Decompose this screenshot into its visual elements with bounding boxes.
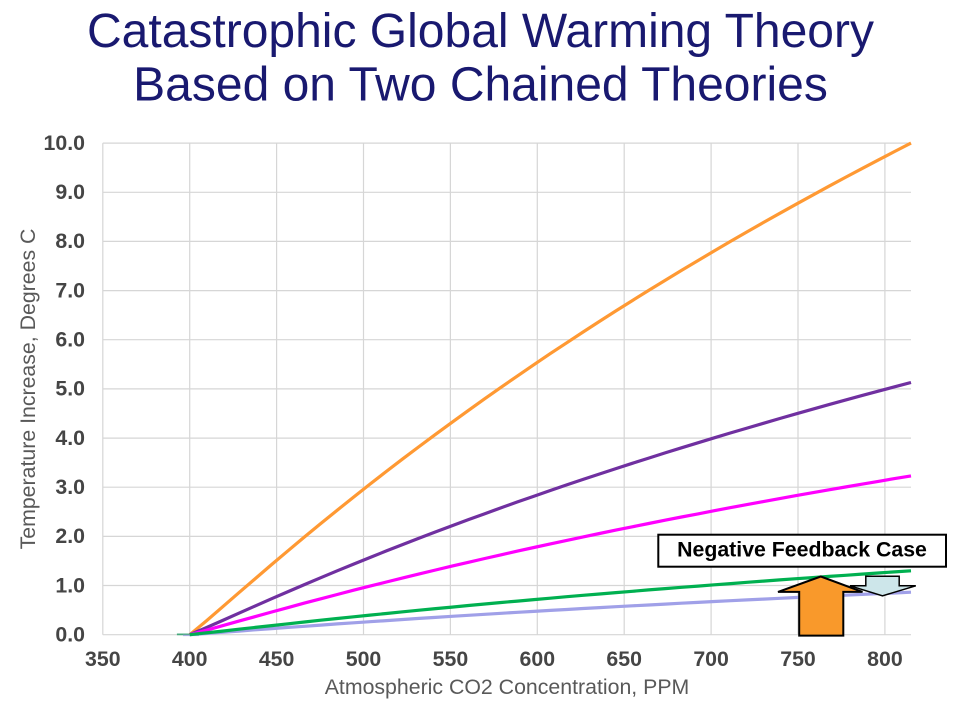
svg-text:Based on Two Chained Theories: Based on Two Chained Theories [133, 58, 828, 111]
svg-text:800: 800 [867, 647, 903, 671]
svg-text:450: 450 [259, 647, 295, 671]
svg-text:Negative Feedback Case: Negative Feedback Case [677, 538, 927, 562]
svg-text:400: 400 [172, 647, 208, 671]
svg-text:Catastrophic Global Warming Th: Catastrophic Global Warming Theory [87, 5, 874, 58]
svg-text:4.0: 4.0 [55, 426, 85, 450]
svg-text:9.0: 9.0 [55, 180, 85, 204]
svg-text:550: 550 [433, 647, 469, 671]
svg-text:1.0: 1.0 [55, 573, 85, 597]
svg-text:7.0: 7.0 [55, 278, 85, 302]
svg-text:350: 350 [85, 647, 121, 671]
svg-text:650: 650 [606, 647, 642, 671]
svg-text:600: 600 [520, 647, 556, 671]
svg-text:3.0: 3.0 [55, 475, 85, 499]
svg-text:0.0: 0.0 [55, 623, 85, 647]
svg-text:Atmospheric CO2 Concentration,: Atmospheric CO2 Concentration, PPM [325, 675, 690, 699]
svg-text:2.0: 2.0 [55, 524, 85, 548]
svg-text:6.0: 6.0 [55, 328, 85, 352]
svg-text:10.0: 10.0 [44, 131, 85, 155]
svg-text:700: 700 [693, 647, 729, 671]
svg-text:500: 500 [346, 647, 382, 671]
svg-text:5.0: 5.0 [55, 377, 85, 401]
svg-text:Temperature Increase, Degrees: Temperature Increase, Degrees C [16, 229, 40, 550]
svg-text:750: 750 [780, 647, 816, 671]
svg-text:8.0: 8.0 [55, 229, 85, 253]
